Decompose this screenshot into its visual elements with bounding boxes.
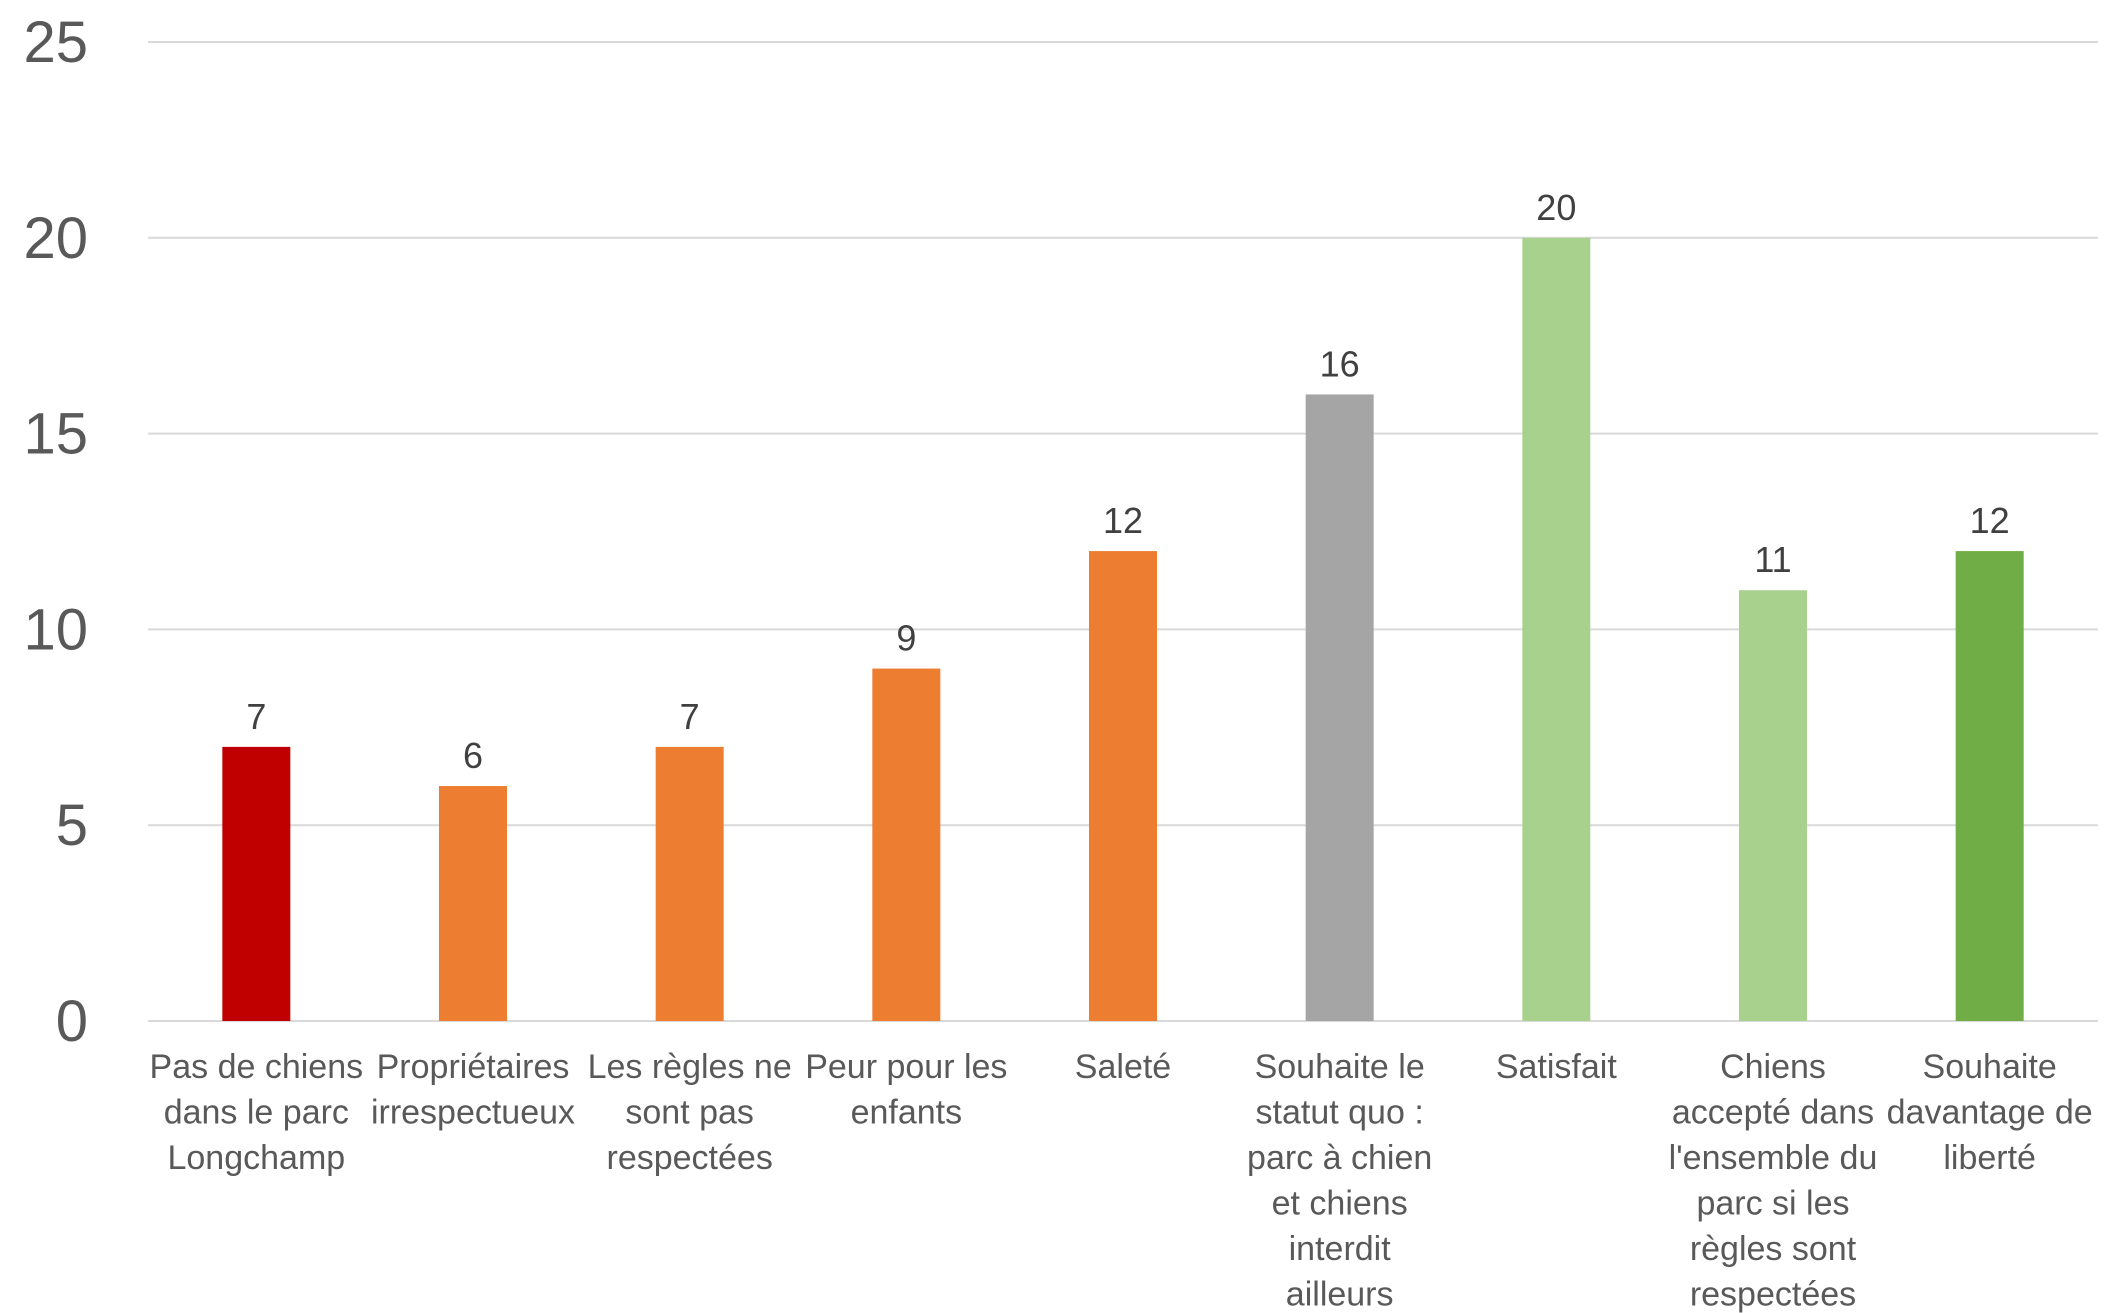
- data-label: 7: [680, 696, 700, 737]
- x-tick-label: Les règles ne sont pas respectées: [588, 1048, 792, 1177]
- data-label: 16: [1320, 343, 1360, 384]
- bar: [1306, 394, 1374, 1021]
- y-tick-label: 25: [23, 10, 88, 75]
- bar: [872, 669, 940, 1021]
- bar: [439, 786, 507, 1021]
- x-tick-label: Satisfait: [1496, 1048, 1617, 1086]
- x-tick-label: Souhaite le statut quo : parc à chien et ch…: [1247, 1048, 1432, 1313]
- data-label: 11: [1754, 539, 1791, 580]
- y-tick-label: 15: [23, 402, 88, 467]
- data-label: 7: [246, 696, 266, 737]
- x-axis-ticks: Pas de chiens dans le parc LongchampPropri…: [150, 1048, 2093, 1313]
- bar: [656, 747, 724, 1021]
- y-tick-label: 20: [23, 206, 88, 271]
- bar: [1522, 238, 1590, 1021]
- x-tick-label: Pas de chiens dans le parc Longchamp: [150, 1048, 364, 1177]
- y-tick-label: 5: [56, 793, 88, 858]
- data-label: 20: [1536, 187, 1576, 228]
- bar: [1739, 590, 1807, 1021]
- bar: [222, 747, 290, 1021]
- data-label: 12: [1103, 500, 1143, 541]
- data-label: 6: [463, 735, 483, 776]
- x-tick-label: Propriétaires irrespectueux: [371, 1048, 575, 1132]
- y-tick-label: 0: [56, 989, 88, 1054]
- x-tick-label: Souhaite davantage de liberté: [1887, 1048, 2093, 1177]
- x-tick-label: Peur pour les enfants: [805, 1048, 1007, 1132]
- x-tick-label: Chiens accepté dans l'ensemble du parc si l…: [1669, 1048, 1878, 1313]
- bar: [1956, 551, 2024, 1021]
- data-label: 12: [1970, 500, 2010, 541]
- bar: [1089, 551, 1157, 1021]
- x-tick-label: Saleté: [1075, 1048, 1171, 1086]
- y-tick-label: 10: [23, 597, 88, 662]
- data-label: 9: [896, 618, 916, 659]
- y-axis-ticks: 0 5 10 15 20 25: [23, 10, 88, 1054]
